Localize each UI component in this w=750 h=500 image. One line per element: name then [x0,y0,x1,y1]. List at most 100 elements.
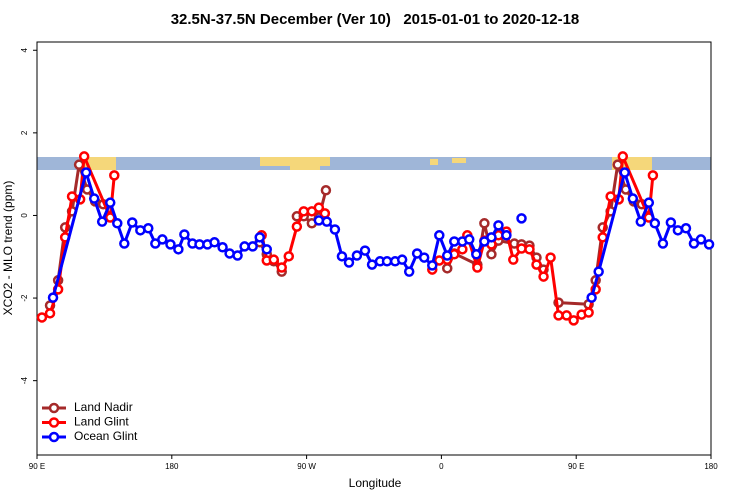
data-point [593,266,604,277]
data-point [80,167,92,178]
legend-marker [48,431,60,443]
data-point [627,193,639,204]
data-point [254,232,265,243]
x-axis-label: Longitude [349,476,402,490]
data-point [643,197,655,208]
legend-marker [48,402,60,414]
data-point [283,251,295,262]
data-point [605,191,616,202]
y-tick-label: -2 [20,294,29,302]
data-point [173,244,184,255]
data-point [112,218,123,229]
data-point [217,242,228,253]
data-point [649,218,661,229]
y-tick-label: 2 [20,130,29,135]
data-point [313,202,325,213]
data-point [501,230,512,241]
data-point [449,236,460,247]
data-point [320,185,332,196]
data-point [336,251,348,262]
data-point [545,252,556,263]
x-tick-label: 180 [704,462,718,471]
data-point [313,215,325,226]
y-tick-label: 4 [20,47,29,52]
data-point [680,223,692,234]
data-point [427,260,438,271]
data-point [583,307,594,318]
data-point [104,197,116,208]
data-point [127,217,138,228]
y-axis-label: XCO2 - MLO trend (ppm) [1,181,15,316]
data-point [44,308,56,319]
data-point [472,262,483,273]
data-point [268,254,280,265]
data-point [418,252,430,263]
data-point [165,239,176,250]
data-point [486,249,497,260]
data-point [247,241,258,252]
data-point [703,239,715,250]
data-point [343,257,355,268]
data-point [109,170,120,181]
data-point [486,232,497,243]
data-point [538,271,549,282]
data-point [36,312,48,323]
data-point [209,237,220,248]
data-point [119,238,130,249]
data-point [695,234,707,245]
legend-label: Land Glint [74,415,129,429]
data-point [239,241,250,252]
legend-marker [48,417,60,428]
x-tick-label: 90 E [568,462,584,471]
x-tick-label: 180 [165,462,179,471]
data-point [88,193,100,204]
data-point [396,254,408,265]
data-point [464,234,475,245]
data-point [553,310,564,321]
data-point [291,221,303,232]
data-point [359,245,371,256]
data-point [351,250,363,261]
data-point [276,262,287,273]
data-point [179,229,190,240]
data-point [665,217,677,228]
series [36,151,659,326]
data-point [516,213,527,224]
x-tick-label: 90 W [297,462,316,471]
data-point [319,208,331,219]
data-point [617,151,629,162]
data-point [298,206,310,217]
data-point [672,225,684,236]
data-point [441,250,453,261]
data-point [635,216,647,227]
y-tick-label: -4 [20,377,29,385]
data-point [66,191,78,202]
data-point [434,230,445,241]
data-point [157,234,168,245]
data-point [524,244,535,255]
data-point [441,263,453,274]
data-point [586,292,597,303]
data-point [568,315,579,326]
data-point [657,238,669,249]
x-tick-label: 0 [439,462,444,471]
data-point [261,244,273,255]
plot-frame [36,41,712,456]
data-point [508,254,519,265]
data-point [381,256,393,267]
data-point [96,216,108,227]
data-point [493,220,504,231]
data-point [647,170,659,181]
chart-title: 32.5N-37.5N December (Ver 10) 2015-01-01… [171,11,580,28]
data-point [143,223,154,234]
data-point [619,167,630,178]
legend-label: Land Nadir [74,400,133,414]
data-point [232,250,243,261]
legend-label: Ocean Glint [74,429,138,443]
data-point [471,249,482,260]
data-point [561,310,572,321]
data-point [321,216,333,227]
series [47,167,715,303]
